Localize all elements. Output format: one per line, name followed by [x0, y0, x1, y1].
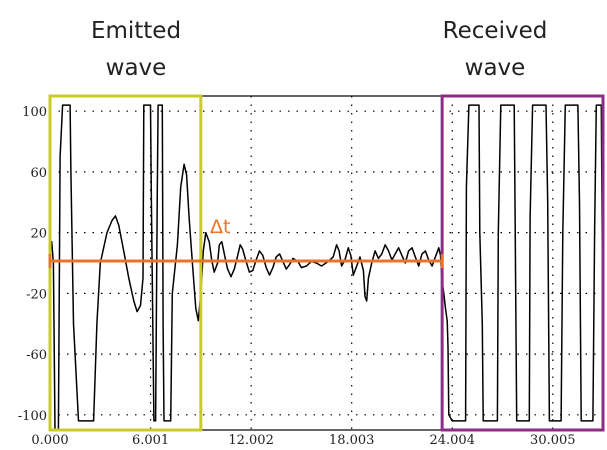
- y-tick-label: -20: [26, 287, 47, 302]
- y-tick-label: 20: [30, 227, 47, 242]
- y-tick-label: 100: [22, 105, 47, 120]
- x-tick-label: 6.001: [132, 433, 169, 448]
- y-tick-label: -100: [18, 409, 47, 424]
- received-label-line1: Received: [443, 18, 548, 44]
- x-tick-label: 24.004: [429, 433, 475, 448]
- x-tick-label: 12.002: [228, 433, 274, 448]
- received-label-line2: wave: [465, 55, 526, 81]
- delta-t-label: Δt: [210, 216, 230, 238]
- x-tick-label: 18.003: [329, 433, 375, 448]
- x-axis-ticks: 0.000 6.001 12.002 18.003 24.004 30.005: [31, 433, 575, 448]
- x-tick-label: 0.000: [31, 433, 68, 448]
- x-tick-label: 30.005: [530, 433, 576, 448]
- y-axis-ticks: 100 60 20 -20 -60 -100: [18, 105, 47, 424]
- y-tick-label: -60: [26, 348, 47, 363]
- y-tick-label: 60: [30, 166, 47, 181]
- waveform-line: [49, 104, 604, 431]
- emitted-label-line2: wave: [106, 55, 167, 81]
- emitted-label-line1: Emitted: [91, 18, 181, 44]
